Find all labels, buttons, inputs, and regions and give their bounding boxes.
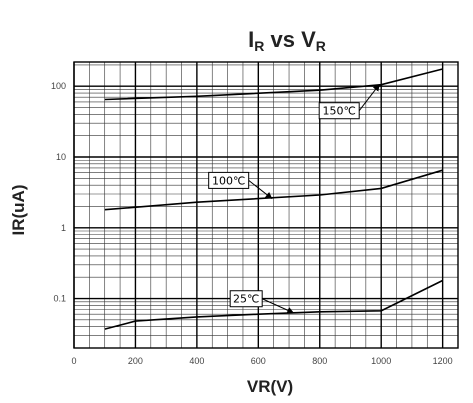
annotation-label: 150℃: [323, 105, 356, 118]
annotations: 150℃ 100℃ 25℃: [208, 83, 380, 314]
title-middle: vs: [264, 27, 301, 52]
svg-text:IR vs VR: IR vs VR: [248, 27, 326, 54]
annotation-arrow: [261, 298, 295, 314]
x-tick-label: 0: [71, 356, 76, 366]
y-axis-label: IR(uA): [9, 185, 28, 236]
title-main-subscript: R: [254, 38, 264, 54]
y-tick-label: 0.1: [53, 294, 66, 304]
x-tick-label: 1200: [433, 356, 453, 366]
series-line: [104, 68, 443, 101]
annotation-label: 100℃: [212, 174, 245, 187]
x-axis-label: VR(V): [247, 377, 293, 396]
title-end: V: [301, 27, 316, 52]
annotation-box: [318, 102, 360, 120]
series-line: [104, 279, 443, 330]
x-tick-label: 1000: [371, 356, 391, 366]
annotation-box: [208, 171, 250, 189]
title-end-subscript: R: [316, 38, 326, 54]
x-tick-label: 200: [128, 356, 143, 366]
annotation-arrow: [358, 83, 380, 112]
series-line: [104, 169, 443, 211]
annotation-label: 25℃: [233, 293, 259, 306]
title-main: I: [248, 27, 254, 52]
x-tick-label: 800: [312, 356, 327, 366]
y-tick-label: 1: [61, 223, 66, 233]
chart-title: IR vs VR: [248, 27, 326, 54]
x-tick-label: 600: [251, 356, 266, 366]
y-tick-label: 10: [56, 152, 66, 162]
series-lines: [104, 68, 443, 330]
grid: [73, 61, 459, 349]
annotation-arrow: [248, 180, 273, 200]
y-tick-label: 100: [51, 81, 66, 91]
tick-labels: 0 200 400 600 800 1000 1200 100 10 1 0.1: [51, 81, 453, 366]
plot-border: [73, 61, 459, 349]
annotation-box: [229, 290, 263, 308]
x-tick-label: 400: [189, 356, 204, 366]
